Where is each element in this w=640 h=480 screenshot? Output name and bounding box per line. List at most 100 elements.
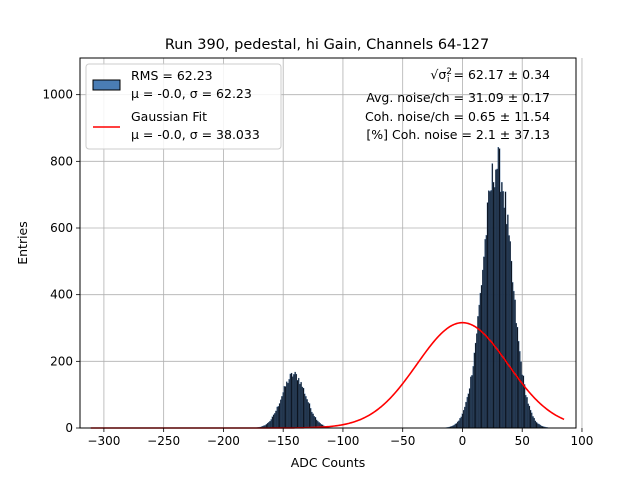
- histogram-bar: [280, 399, 282, 429]
- chart-title: Run 390, pedestal, hi Gain, Channels 64-…: [165, 37, 489, 53]
- histogram-bar: [476, 333, 478, 429]
- histogram-bars: [254, 147, 551, 429]
- histogram-bar: [533, 417, 535, 429]
- histogram-bar: [482, 269, 484, 429]
- histogram-bar: [308, 403, 311, 429]
- histogram-bar: [525, 394, 527, 429]
- y-tick-label: 1000: [42, 88, 73, 102]
- histogram-bar: [464, 406, 466, 429]
- histogram-bar: [302, 387, 305, 429]
- histogram-bar: [271, 416, 274, 429]
- legend-histogram-swatch: [92, 79, 121, 91]
- histogram-bar: [313, 416, 315, 429]
- histogram-bar: [296, 380, 299, 429]
- histogram-bar: [520, 361, 522, 429]
- x-tick-label: −50: [390, 434, 415, 448]
- histogram-bar: [498, 148, 501, 429]
- histogram-bar: [461, 413, 464, 429]
- histogram-bar: [489, 191, 491, 429]
- histogram-bar: [497, 147, 500, 429]
- y-tick-label: 0: [65, 421, 73, 435]
- histogram-bar: [270, 419, 272, 429]
- y-tick-label: 800: [50, 154, 73, 168]
- histogram-bar: [483, 256, 485, 429]
- histogram-bar: [472, 366, 474, 429]
- histogram-bar: [303, 393, 306, 429]
- histogram-bar: [507, 214, 509, 429]
- histogram-bar: [495, 169, 497, 429]
- histogram-bar: [473, 352, 476, 429]
- legend-box: [85, 63, 282, 150]
- histogram-bar: [508, 235, 510, 429]
- histogram-bar: [282, 392, 284, 429]
- histogram-bar: [288, 379, 290, 429]
- histogram-bar: [292, 376, 294, 429]
- histogram-bar: [289, 373, 292, 429]
- y-tick-label: 400: [50, 288, 73, 302]
- histogram-bar: [456, 421, 459, 429]
- histogram-bar: [490, 190, 492, 429]
- histogram-bar: [502, 191, 504, 429]
- x-axis-label: ADC Counts: [291, 455, 366, 470]
- legend-fit-stats: μ = -0.0, σ = 38.033: [131, 127, 260, 142]
- histogram-bar: [505, 223, 508, 429]
- histogram-bar: [478, 304, 480, 429]
- histogram-bar: [519, 351, 521, 429]
- legend: RMS = 62.23 μ = -0.0, σ = 62.23 Gaussian…: [85, 63, 282, 150]
- histogram-bar: [496, 168, 498, 429]
- histogram-bar: [528, 405, 531, 429]
- x-tick-label: −200: [207, 434, 240, 448]
- histogram-bar: [286, 381, 288, 429]
- histogram-bar: [514, 299, 516, 429]
- histogram-bar: [491, 163, 494, 429]
- histogram-bar: [283, 386, 286, 429]
- histogram-bar: [276, 406, 278, 429]
- histogram-bar: [511, 282, 514, 429]
- histogram-bar: [526, 397, 528, 429]
- histogram-bar: [311, 411, 313, 429]
- histogram-bar: [281, 396, 283, 429]
- histogram-bar: [307, 402, 310, 429]
- histogram-bar: [531, 412, 533, 429]
- histogram-bar: [479, 292, 482, 429]
- x-tick-label: −250: [147, 434, 180, 448]
- histogram-bar: [529, 409, 532, 429]
- histogram-bar: [268, 422, 270, 429]
- statistics-annotation: √σ2 i = 62.17 ± 0.34 Avg. noise/ch = 31.0…: [365, 67, 550, 142]
- histogram-bar: [306, 399, 308, 429]
- histogram-bar: [534, 420, 537, 429]
- histogram-bar: [278, 403, 281, 429]
- histogram-bar: [532, 416, 534, 429]
- histogram-bar: [294, 371, 296, 429]
- histogram-bar: [480, 285, 483, 429]
- histogram-bar: [269, 420, 271, 429]
- histogram-bar: [504, 191, 507, 429]
- legend-histogram-stats: μ = -0.0, σ = 62.23: [131, 86, 252, 101]
- histogram-bar: [485, 235, 488, 429]
- histogram-bar: [494, 187, 496, 429]
- histogram-bar: [299, 383, 301, 429]
- histogram-bar: [295, 373, 298, 429]
- histogram-bar: [466, 396, 468, 429]
- histogram-bar: [309, 408, 312, 429]
- x-tick-label: −300: [87, 434, 120, 448]
- histogram-bar: [470, 376, 472, 429]
- histogram-bar: [305, 396, 307, 429]
- histogram-bar: [458, 420, 460, 429]
- x-tick-label: 50: [515, 434, 530, 448]
- histogram-bar: [274, 413, 276, 429]
- histogram-bar: [462, 409, 465, 429]
- histogram-bar: [284, 386, 287, 429]
- y-tick-label: 600: [50, 221, 73, 235]
- annotation-coh-noise: Coh. noise/ch = 0.65 ± 11.54: [365, 109, 550, 124]
- histogram-bar: [272, 414, 275, 429]
- histogram-bar: [488, 190, 490, 429]
- histogram-bar: [300, 381, 302, 429]
- histogram-bar: [471, 375, 473, 429]
- y-axis-label: Entries: [15, 221, 30, 265]
- histogram-bar: [513, 290, 515, 429]
- histogram-bar: [275, 410, 277, 429]
- y-tick-label: 200: [50, 354, 73, 368]
- histogram-bar: [517, 341, 520, 429]
- annotation-avg-noise: Avg. noise/ch = 31.09 ± 0.17: [366, 90, 550, 105]
